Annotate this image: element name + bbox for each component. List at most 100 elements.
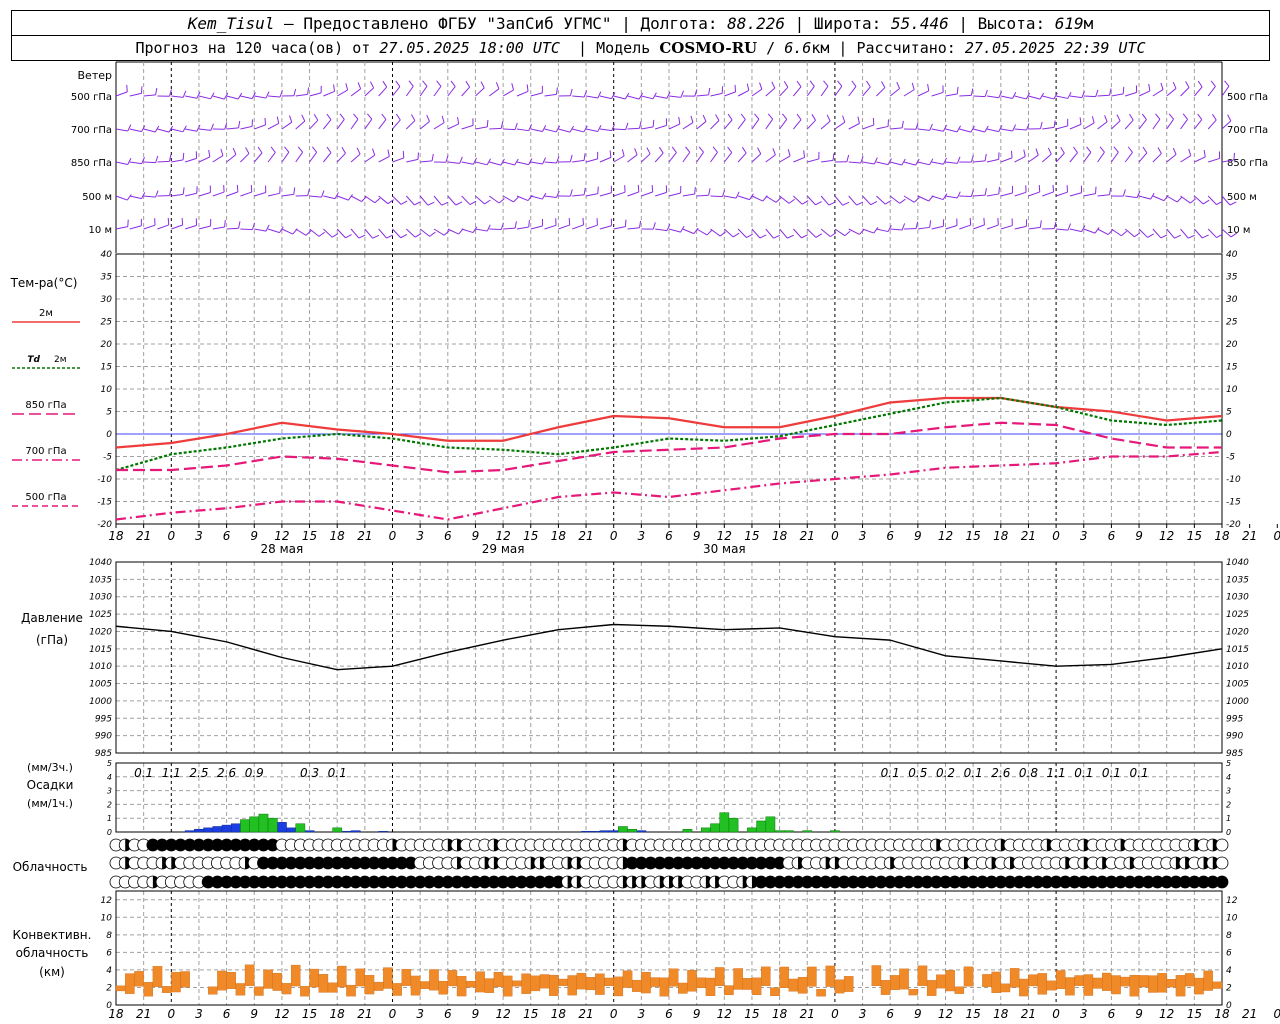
wind-level-label-left: 700 гПа <box>71 125 112 136</box>
wind-barb-feather <box>887 158 892 165</box>
precip-bar-1h <box>332 827 343 833</box>
wind-barb <box>364 154 376 163</box>
precip-bar-1h <box>719 812 730 833</box>
wind-barb <box>1193 86 1203 97</box>
precip-bar-3h <box>221 824 232 833</box>
wind-barb-feather <box>356 147 361 155</box>
conv-bar <box>724 985 734 996</box>
wind-barb-feather <box>727 146 733 153</box>
wind-barb-feather <box>1052 184 1055 192</box>
wind-barb <box>254 228 267 232</box>
wind-barb-feather <box>141 192 146 199</box>
precip-amount-label: 0.5 <box>908 766 927 780</box>
wind-barb <box>1152 153 1162 163</box>
wind-barb-feather <box>639 121 642 129</box>
conv-bar <box>825 965 836 987</box>
wind-barb-feather <box>569 189 573 197</box>
conv-bar <box>171 972 181 993</box>
wind-barb-feather <box>361 196 367 202</box>
conv-time-label: 21 <box>1021 1007 1036 1021</box>
wind-barb <box>143 195 156 198</box>
time-tick-label: 15 <box>966 529 981 543</box>
precip-ytick-right: 5 <box>1226 759 1231 768</box>
legend-td-label: Td <box>27 355 40 365</box>
wind-barb-feather <box>307 87 310 95</box>
wind-barb <box>1083 193 1096 197</box>
wind-barb-feather <box>787 234 794 239</box>
wind-barb <box>281 151 290 163</box>
wind-barb <box>1056 228 1069 231</box>
conv-time-label: 3 <box>638 1007 646 1021</box>
precip-bar-3h <box>230 823 241 833</box>
wind-barb-feather <box>913 197 920 203</box>
wind-barb-feather <box>611 124 616 131</box>
pressure-ytick-right: 985 <box>1226 749 1243 759</box>
wind-barb <box>945 128 958 133</box>
conv-bar <box>770 987 780 997</box>
wind-barb <box>917 90 929 97</box>
wind-barb <box>876 125 889 130</box>
conv-bar <box>512 980 522 987</box>
wind-barb <box>751 228 761 239</box>
wind-barb-feather <box>450 80 456 87</box>
pressure-ytick-right: 1015 <box>1226 645 1249 655</box>
wind-barb <box>613 226 626 230</box>
time-tick-label: 15 <box>1187 529 1202 543</box>
wind-barb-feather <box>1202 234 1209 239</box>
conv-time-label: 3 <box>416 1007 424 1021</box>
wind-barb <box>1208 157 1220 163</box>
wind-barb-feather <box>431 153 434 161</box>
conv-time-label: 3 <box>1080 1007 1088 1021</box>
wind-barb <box>530 195 543 200</box>
wind-barb-feather <box>771 81 776 89</box>
wind-barb-feather <box>168 188 172 196</box>
pressure-frame <box>115 561 1223 754</box>
wind-barb-feather <box>1122 86 1125 94</box>
wind-barb-feather <box>706 229 713 236</box>
wind-barb <box>668 95 681 98</box>
wind-barb <box>1097 194 1110 197</box>
conv-bar <box>816 989 826 997</box>
wind-barb-feather <box>1053 92 1058 100</box>
wind-barb <box>1152 89 1164 97</box>
wind-barb-feather <box>1109 88 1112 96</box>
wind-barb-feather <box>459 156 463 164</box>
wind-barb <box>1069 228 1082 233</box>
wind-barb-feather <box>735 191 740 199</box>
wind-barb-feather <box>915 221 919 229</box>
wind-barb-feather <box>224 219 226 228</box>
conv-ytick-right: 12 <box>1226 896 1238 906</box>
wind-barb-feather <box>1174 234 1182 239</box>
conv-bar <box>475 971 485 993</box>
wind-barb <box>668 192 681 197</box>
wind-barb <box>1180 155 1191 163</box>
wind-barb <box>889 88 900 97</box>
wind-barb-feather <box>455 201 463 206</box>
wind-barb-feather <box>472 226 478 233</box>
precip-amount-label: 0.1 <box>134 766 153 780</box>
wind-barb-feather <box>569 125 574 133</box>
wind-barb <box>710 228 721 237</box>
wind-barb-feather <box>168 154 172 162</box>
wind-barb <box>862 195 872 206</box>
wind-barb-feather <box>694 89 698 97</box>
wind-barb <box>973 95 986 98</box>
wind-barb-feather <box>345 83 349 91</box>
conv-bar <box>650 977 660 987</box>
precip-unit-1h: (мм/1ч.) <box>27 797 73 810</box>
wind-barb-feather <box>1134 232 1141 238</box>
conv-bar <box>1120 976 1130 987</box>
wind-barb-feather <box>528 124 533 131</box>
wind-barb <box>378 195 389 205</box>
wind-barb-feather <box>783 81 789 88</box>
wind-barb-feather <box>754 113 760 120</box>
conv-bar <box>1157 973 1167 993</box>
wind-barb-feather <box>382 80 388 88</box>
wind-barb-feather <box>395 80 401 87</box>
wind-barb <box>627 154 638 163</box>
temp-ytick-right: 35 <box>1226 273 1238 283</box>
wind-barb-feather <box>1182 113 1188 120</box>
wind-barb-feather <box>429 231 436 237</box>
wind-barb <box>585 128 598 132</box>
wind-barb <box>530 225 543 230</box>
